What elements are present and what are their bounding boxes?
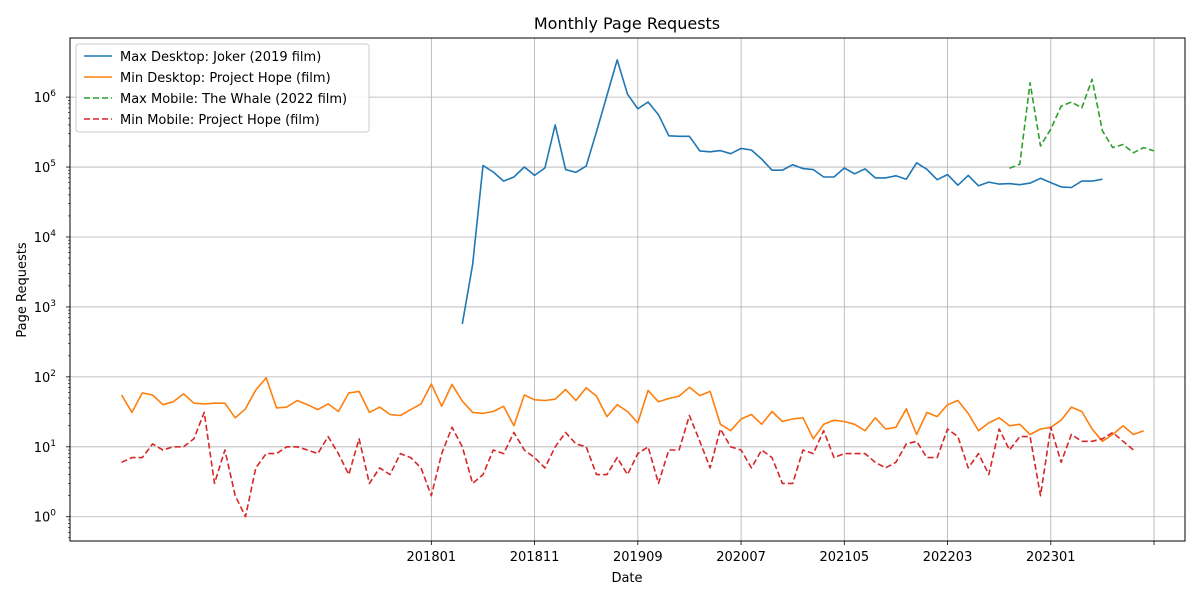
legend-entry-1: Max Desktop: Joker (2019 film) (120, 50, 321, 65)
x-tick-label: 202105 (819, 550, 869, 565)
x-tick-label: 201811 (510, 550, 560, 565)
x-tick-label: 201909 (613, 550, 663, 565)
legend-entry-3: Max Mobile: The Whale (2022 film) (120, 92, 347, 107)
series-lines (120, 59, 1155, 518)
axis-ticks: 100 101 102 103 104 105 106 201801 201811 201909 2… (34, 89, 1155, 565)
series-line-2 (120, 376, 1144, 443)
plot-area-frame (69, 37, 1186, 542)
series-line-4 (121, 411, 1134, 518)
y-axis-label: Page Requests (15, 242, 30, 337)
y-tick-label: 102 (34, 369, 56, 386)
legend-entry-4: Min Mobile: Project Hope (film) (120, 113, 320, 128)
x-axis-label: Date (611, 571, 642, 586)
y-tick-label: 106 (34, 89, 57, 106)
x-tick-label: 202203 (923, 550, 973, 565)
legend-box (75, 43, 370, 133)
legend: Max Desktop: Joker (2019 film) Min Deskto… (75, 43, 370, 133)
y-tick-label: 103 (34, 299, 56, 316)
x-tick-label: 201801 (407, 550, 457, 565)
series-line-1 (461, 59, 1103, 325)
grid (70, 38, 1185, 541)
x-tick-label: 202007 (716, 550, 766, 565)
x-tick-label: 202301 (1026, 550, 1076, 565)
y-tick-label: 105 (34, 159, 56, 176)
y-tick-label: 101 (34, 439, 56, 456)
y-tick-label: 104 (34, 229, 57, 246)
chart-title: Monthly Page Requests (534, 14, 720, 33)
legend-entry-2: Min Desktop: Project Hope (film) (120, 71, 331, 86)
series-line-3 (1009, 78, 1155, 170)
y-tick-label: 100 (34, 509, 57, 526)
